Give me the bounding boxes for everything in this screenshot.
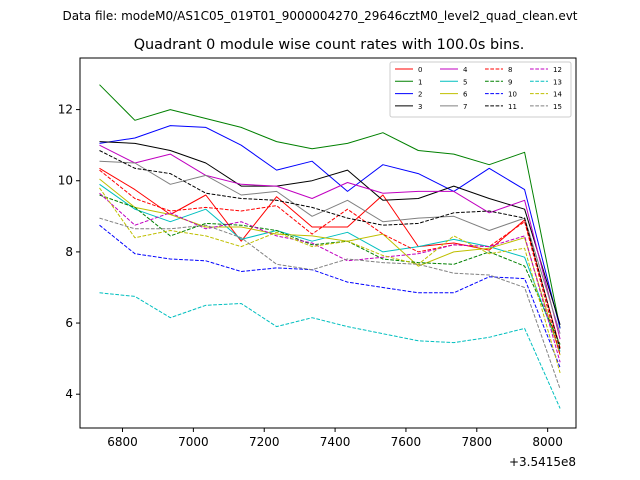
series-line-6 — [99, 178, 561, 356]
x-tick-label: 7400 — [320, 435, 351, 449]
series-line-3 — [99, 141, 561, 325]
legend-label-9: 9 — [508, 78, 512, 86]
legend-label-7: 7 — [463, 103, 467, 111]
legend-frame — [389, 61, 572, 118]
y-tick-label: 4 — [65, 387, 73, 401]
x-tick-label: 7800 — [462, 435, 493, 449]
legend-label-10: 10 — [508, 91, 517, 99]
series-line-4 — [99, 144, 561, 340]
legend-label-12: 12 — [553, 66, 562, 74]
series-line-13 — [99, 292, 561, 409]
x-tick-label: 7000 — [178, 435, 209, 449]
series-line-7 — [99, 160, 561, 334]
legend-label-11: 11 — [508, 103, 517, 111]
x-offset-text: +3.5415e8 — [509, 455, 576, 469]
y-tick-label: 12 — [58, 103, 73, 117]
legend-label-3: 3 — [418, 103, 422, 111]
plot-area-frame — [79, 57, 577, 429]
series-line-15 — [99, 217, 561, 390]
series-line-5 — [99, 183, 561, 352]
legend-label-13: 13 — [553, 78, 562, 86]
legend-label-14: 14 — [553, 91, 562, 99]
x-tick-label: 7600 — [391, 435, 422, 449]
y-tick-label: 6 — [65, 316, 73, 330]
series-line-10 — [99, 224, 561, 368]
series-layer — [99, 84, 561, 409]
y-tick-label: 8 — [65, 245, 73, 259]
y-axis: 4 6 8 10 12 — [58, 103, 80, 401]
chart-suptitle: Data file: modeM0/AS1C05_019T01_90000042… — [62, 9, 577, 23]
series-line-11 — [99, 150, 561, 350]
x-axis: 6800 7000 7200 7400 7600 7800 8000 — [107, 428, 563, 449]
legend-label-2: 2 — [418, 91, 422, 99]
x-tick-label: 6800 — [107, 435, 138, 449]
x-tick-label: 8000 — [532, 435, 563, 449]
legend-label-4: 4 — [463, 66, 468, 74]
legend-label-1: 1 — [418, 78, 422, 86]
legend-label-6: 6 — [463, 91, 468, 99]
series-line-12 — [99, 192, 561, 363]
y-tick-label: 10 — [58, 174, 73, 188]
legend-label-8: 8 — [508, 66, 512, 74]
chart-title: Quadrant 0 module wise count rates with … — [134, 37, 525, 53]
legend-label-15: 15 — [553, 103, 562, 111]
series-line-2 — [99, 125, 561, 329]
legend-label-0: 0 — [418, 66, 422, 74]
x-tick-label: 7200 — [249, 435, 280, 449]
series-line-1 — [99, 84, 561, 329]
legend-label-5: 5 — [463, 78, 467, 86]
series-line-14 — [99, 187, 561, 374]
